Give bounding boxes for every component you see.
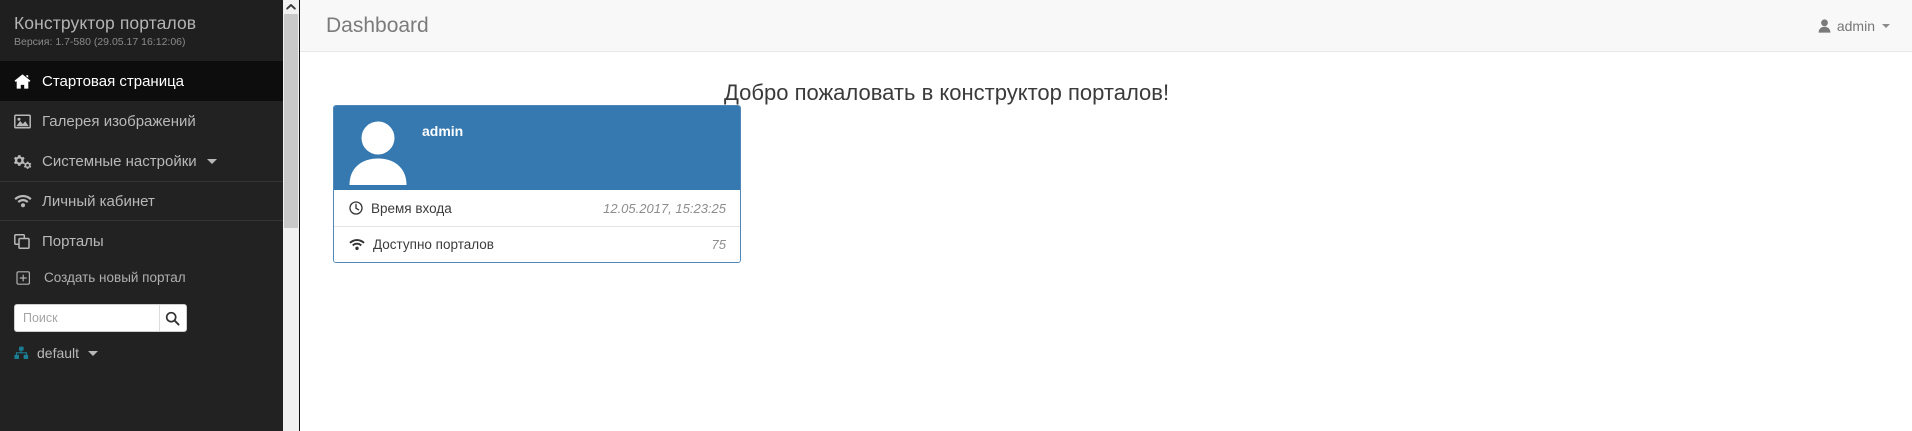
- brand-version: Версия: 1.7-580 (29.05.17 16:12:06): [14, 36, 186, 48]
- search-input[interactable]: [15, 305, 159, 331]
- search-icon: [165, 311, 180, 326]
- scrollbar-thumb[interactable]: [284, 14, 298, 228]
- user-card-header: admin: [334, 106, 740, 190]
- sidebar-item-label: Системные настройки: [42, 152, 197, 170]
- content-area: Добро пожаловать в конструктор порталов!…: [300, 52, 1912, 431]
- sidebar-item-home[interactable]: Стартовая страница: [0, 61, 283, 101]
- user-info-card: admin Время входа: [333, 105, 741, 263]
- page-title: Dashboard: [326, 13, 429, 37]
- user-icon: [1818, 18, 1831, 33]
- sidebar-item-gallery[interactable]: Галерея изображений: [0, 101, 283, 141]
- chevron-down-icon: [88, 350, 99, 356]
- chevron-down-icon: [1882, 23, 1890, 28]
- plus-square-icon: [16, 270, 35, 285]
- scroll-up-button[interactable]: [283, 0, 298, 14]
- sidebar-item-label: Личный кабинет: [42, 192, 155, 210]
- clock-icon: [349, 201, 363, 215]
- clone-icon: [14, 233, 33, 249]
- sidebar-item-system-settings[interactable]: Системные настройки: [0, 141, 283, 181]
- search-group: [14, 304, 187, 332]
- card-row-label: Время входа: [371, 200, 452, 216]
- sidebar-item-label: Создать новый портал: [44, 270, 186, 285]
- portal-selector[interactable]: default: [0, 332, 283, 361]
- card-row-value: 75: [711, 237, 726, 252]
- portal-selector-label: default: [37, 345, 80, 361]
- main-area: Dashboard admin Добро пожаловать в конст…: [300, 0, 1912, 431]
- sidebar-item-label: Стартовая страница: [42, 72, 185, 90]
- user-card-username: admin: [422, 123, 464, 139]
- search-button[interactable]: [158, 305, 186, 331]
- wifi-icon: [349, 238, 365, 251]
- gears-icon: [14, 154, 33, 169]
- card-row-value: 12.05.2017, 15:23:25: [603, 200, 726, 216]
- sidebar: Конструктор порталов Версия: 1.7-580 (29…: [0, 0, 283, 431]
- user-card-list: Время входа 12.05.2017, 15:23:25: [334, 190, 740, 262]
- sidebar-item-portals[interactable]: Порталы: [0, 221, 283, 261]
- sidebar-search-row: [0, 294, 283, 332]
- sidebar-item-label: Галерея изображений: [42, 112, 196, 130]
- wifi-icon: [14, 194, 33, 208]
- user-avatar-icon: [342, 111, 414, 185]
- card-row-label: Доступно порталов: [373, 237, 494, 252]
- sidebar-scrollbar[interactable]: [283, 0, 300, 431]
- image-icon: [14, 113, 33, 129]
- sidebar-item-create-portal[interactable]: Создать новый портал: [0, 261, 283, 294]
- brand-block[interactable]: Конструктор порталов Версия: 1.7-580 (29…: [0, 0, 283, 61]
- sidebar-item-personal-cabinet[interactable]: Личный кабинет: [0, 181, 283, 221]
- sidebar-item-label: Порталы: [42, 232, 104, 250]
- sitemap-icon: [14, 346, 29, 360]
- home-icon: [14, 73, 33, 89]
- chevron-up-icon: [285, 3, 296, 11]
- sidebar-nav: Стартовая страница Галерея изображений: [0, 61, 283, 294]
- user-menu-label: admin: [1836, 17, 1875, 34]
- topbar: Dashboard admin: [300, 0, 1912, 52]
- welcome-message: Добро пожаловать в конструктор порталов!: [724, 80, 1170, 105]
- brand-title: Конструктор порталов: [14, 13, 197, 33]
- card-row-portals-available: Доступно порталов 75: [334, 226, 740, 262]
- user-menu[interactable]: admin: [1818, 18, 1890, 34]
- chevron-down-icon: [206, 158, 217, 164]
- card-row-login-time: Время входа 12.05.2017, 15:23:25: [334, 190, 740, 226]
